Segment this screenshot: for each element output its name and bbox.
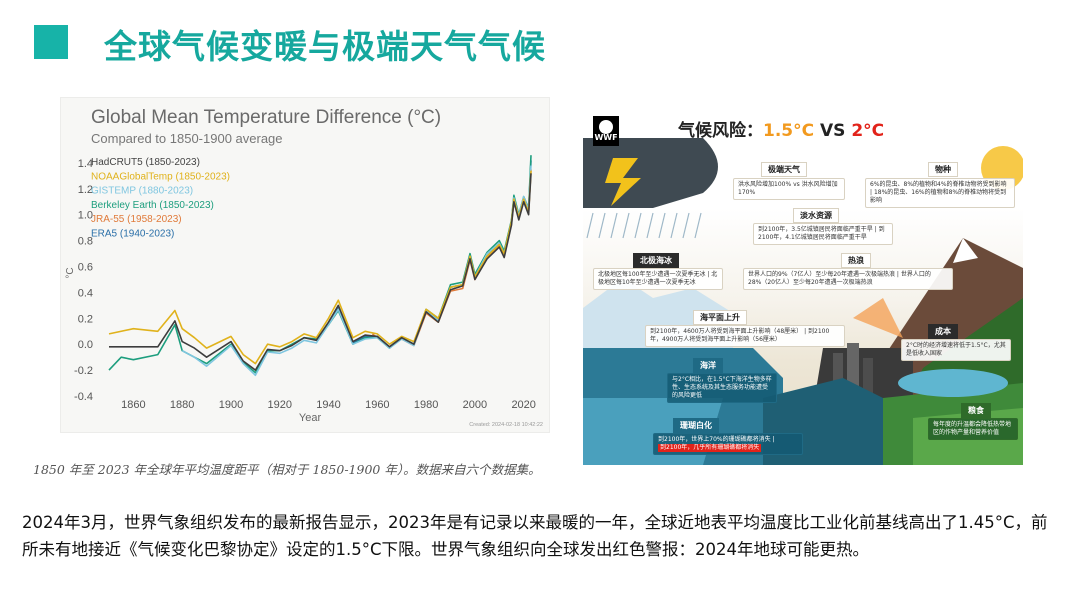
freshwater-head: 淡水资源 bbox=[793, 208, 839, 223]
y-axis-label: °C bbox=[65, 267, 76, 278]
temperature-chart-panel: -0.4 -0.2 0.0 0.2 0.4 0.6 0.8 1.0 1.2 1.4 1860 1880… bbox=[60, 97, 550, 433]
y-tick-label: -0.4 bbox=[74, 391, 93, 403]
cost-box: 2°C时的经济增速将低于1.5°C，尤其是低收入国家 bbox=[901, 339, 1011, 362]
species-box: 6%的昆虫、8%的植物和4%的脊椎动物将受到影响 | 18%的昆虫、16%的植物… bbox=[865, 178, 1015, 209]
coral-15: 到2100年，世界上70%的珊瑚礁都将消失 bbox=[658, 436, 771, 443]
sea-level-15: 到2100年，4600万人将受到海平面上升影响（48厘米） bbox=[650, 328, 803, 335]
freshwater-2: 到2100年，4.1亿城镇居民将面临严重干旱 bbox=[758, 226, 885, 242]
freshwater-15: 到2100年，3.5亿城镇居民将面临严重干旱 bbox=[758, 226, 873, 233]
title-1-5c: 1.5°C bbox=[763, 121, 815, 141]
climate-risk-infographic: WWF 气候风险：1.5°C VS 2°C 极端天气 洪水风险增加100% vs… bbox=[583, 98, 1023, 465]
heatwave-15: 世界人口的9%（7亿人）至少每20年遭遇一次极端热浪 bbox=[748, 271, 895, 278]
x-tick-label: 1960 bbox=[365, 399, 389, 411]
coral-2: 到2100年，几乎所有珊瑚礁都将消失 bbox=[658, 444, 762, 453]
series-line bbox=[109, 173, 532, 371]
x-tick-label: 1940 bbox=[316, 399, 340, 411]
y-tick-label: 0.0 bbox=[78, 339, 93, 351]
legend-entry: Berkeley Earth (1850-2023) bbox=[91, 200, 214, 211]
species-head: 物种 bbox=[928, 162, 958, 177]
legend-entry: JRA-55 (1958-2023) bbox=[91, 214, 182, 225]
chart-subtitle: Compared to 1850-1900 average bbox=[91, 131, 283, 146]
y-tick-label: 0.2 bbox=[78, 313, 93, 325]
cost-head: 成本 bbox=[928, 324, 958, 339]
species-2: 18%的昆虫、16%的植物和8%的脊椎动物将受到影响 bbox=[870, 189, 1007, 205]
slide-title: 全球气候变暖与极端天气气候 bbox=[104, 27, 546, 66]
y-tick-label: 1.4 bbox=[78, 158, 93, 170]
legend-entry: NOAAGlobalTemp (1850-2023) bbox=[91, 171, 230, 182]
y-tick-label: -0.2 bbox=[74, 365, 93, 377]
coral-box: 到2100年，世界上70%的珊瑚礁都将消失 | 到2100年，几乎所有珊瑚礁都将… bbox=[653, 433, 803, 456]
food-head: 粮食 bbox=[961, 403, 991, 418]
x-axis-label: Year bbox=[299, 412, 322, 424]
temperature-chart: -0.4 -0.2 0.0 0.2 0.4 0.6 0.8 1.0 1.2 1.4 1860 1880… bbox=[65, 155, 543, 428]
x-tick-label: 2000 bbox=[463, 399, 487, 411]
sea-level-2: 到2100年，4900万人将受到海平面上升影响（56厘米） bbox=[650, 328, 830, 344]
infographic-title: 气候风险：1.5°C VS 2°C bbox=[678, 116, 884, 141]
body-paragraph: 2024年3月，世界气象组织发布的最新报告显示，2023年是有记录以来最暖的一年… bbox=[22, 513, 1048, 559]
y-tick-label: 1.0 bbox=[78, 210, 93, 222]
sea-level-box: 到2100年，4600万人将受到海平面上升影响（48厘米） | 到2100年，4… bbox=[645, 325, 845, 348]
y-tick-label: 0.4 bbox=[78, 287, 93, 299]
sea-level-head: 海平面上升 bbox=[693, 310, 747, 325]
logo-text: WWF bbox=[594, 133, 618, 142]
y-tick-label: 1.2 bbox=[78, 184, 93, 196]
x-tick-label: 2020 bbox=[511, 399, 535, 411]
chart-title: Global Mean Temperature Difference (°C) bbox=[91, 107, 442, 128]
arctic-2: 北极地区每10年至少遭遇一次夏季无冰 bbox=[598, 271, 718, 287]
chart-caption: 1850 年至 2023 年全球年平均温度距平（相对于 1850-1900 年）… bbox=[33, 462, 541, 477]
series-line bbox=[108, 170, 532, 365]
x-tick-label: 1920 bbox=[268, 399, 292, 411]
chart-source-note: Created: 2024-02-18 10:42:22 bbox=[469, 422, 543, 428]
title-vs: VS bbox=[814, 121, 852, 141]
extreme-weather-head: 极端天气 bbox=[761, 162, 807, 177]
heatwave-2: 世界人口的28%（20亿人）至少每20年遭遇一次极端热浪 bbox=[748, 271, 931, 287]
food-box: 每年度的升温都会降低热带地区的作物产量和营养价值 bbox=[928, 418, 1018, 441]
species-15: 6%的昆虫、8%的植物和4%的脊椎动物将受到影响 bbox=[870, 181, 1007, 188]
y-tick-label: 0.8 bbox=[78, 236, 93, 248]
title-2c: 2°C bbox=[851, 121, 885, 141]
x-tick-label: 1980 bbox=[414, 399, 438, 411]
legend-entry: GISTEMP (1880-2023) bbox=[91, 186, 193, 197]
lightning-icon bbox=[605, 158, 641, 206]
x-tick-label: 1860 bbox=[121, 399, 145, 411]
panda-icon bbox=[599, 120, 613, 134]
coral-head: 珊瑚白化 bbox=[673, 418, 719, 433]
heatwave-head: 热浪 bbox=[841, 253, 871, 268]
x-tick-label: 1880 bbox=[170, 399, 194, 411]
title-marker bbox=[34, 25, 68, 59]
freshwater-box: 到2100年，3.5亿城镇居民将面临严重干旱 | 到2100年，4.1亿城镇居民… bbox=[753, 223, 893, 246]
extreme-weather-15: 洪水风险增加100% bbox=[738, 181, 792, 188]
extreme-weather-box: 洪水风险增加100% vs 洪水风险增加170% bbox=[733, 178, 845, 201]
y-tick-label: 0.6 bbox=[78, 262, 93, 274]
wwf-logo: WWF bbox=[593, 116, 619, 146]
series-line bbox=[371, 169, 532, 348]
heatwave-box: 世界人口的9%（7亿人）至少每20年遭遇一次极端热浪 | 世界人口的28%（20… bbox=[743, 268, 953, 291]
ocean-head: 海洋 bbox=[693, 358, 723, 373]
legend-entry: ERA5 (1940-2023) bbox=[91, 229, 174, 240]
series-line bbox=[327, 160, 532, 348]
ocean-box: 与2°C相比，在1.5°C下海洋生物多样性、生态系统及其生态服务功能遭受的风险更… bbox=[667, 373, 777, 404]
title-prefix: 气候风险： bbox=[678, 121, 763, 141]
extreme-weather-2: 洪水风险增加170% bbox=[738, 181, 838, 197]
legend-entry: HadCRUT5 (1850-2023) bbox=[91, 157, 200, 168]
x-tick-label: 1900 bbox=[219, 399, 243, 411]
arctic-head: 北极海冰 bbox=[633, 253, 679, 268]
arctic-box: 北极地区每100年至少遭遇一次夏季无冰 | 北极地区每10年至少遭遇一次夏季无冰 bbox=[593, 268, 723, 291]
arctic-15: 北极地区每100年至少遭遇一次夏季无冰 bbox=[598, 271, 706, 278]
